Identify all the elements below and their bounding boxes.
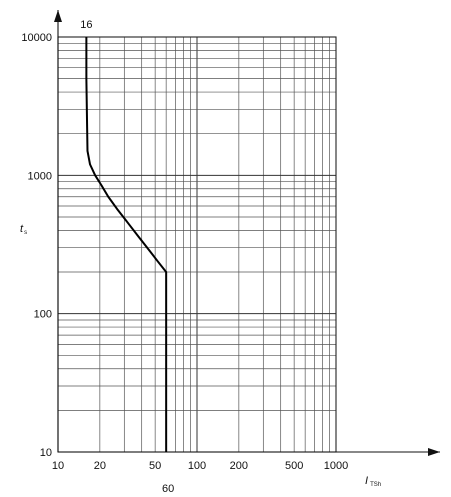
y-tick-label: 100 xyxy=(34,309,52,321)
x-tick-label: 50 xyxy=(149,460,161,472)
series-line-1 xyxy=(85,37,168,452)
x-tick-label: 500 xyxy=(285,460,303,472)
annotation-label: 60 xyxy=(162,483,174,495)
chart-ticks: 10 20 50 100 200 500 1000 10 100 1000 10000 xyxy=(21,32,348,472)
y-tick-label: 1000 xyxy=(28,170,52,182)
x-axis-label: I TSh xyxy=(365,475,381,488)
x-tick-label: 200 xyxy=(230,460,248,472)
y-tick-label: 10000 xyxy=(21,32,52,44)
chart-labels: I TSh ts 16 60 xyxy=(20,19,381,495)
chart-grid xyxy=(58,37,336,452)
x-tick-label: 1000 xyxy=(324,460,348,472)
chart-axes xyxy=(54,10,440,456)
x-tick-label: 10 xyxy=(52,460,64,472)
x-tick-label: 20 xyxy=(94,460,106,472)
x-tick-label: 100 xyxy=(188,460,206,472)
x-axis-arrow-icon xyxy=(428,448,440,456)
y-tick-label: 10 xyxy=(40,447,52,459)
chart-series xyxy=(85,37,168,452)
annotation-label: 16 xyxy=(80,19,92,31)
y-axis-label: ts xyxy=(20,223,27,236)
y-axis-arrow-icon xyxy=(54,10,62,22)
